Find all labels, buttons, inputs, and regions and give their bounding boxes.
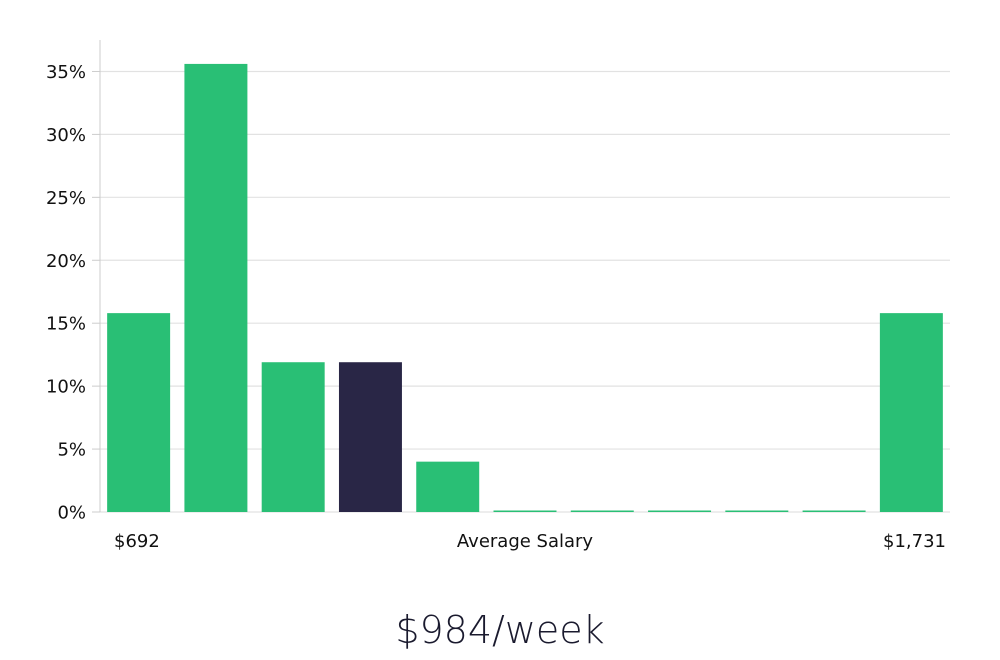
y-tick-label: 20% — [46, 251, 86, 272]
bars — [107, 63, 943, 512]
x-axis-min-label: $692 — [114, 531, 160, 552]
y-tick-label: 10% — [46, 377, 86, 398]
bar — [725, 510, 789, 512]
x-axis-max-label: $1,731 — [883, 531, 946, 552]
labels: $692 Average Salary $1,731 — [114, 531, 946, 552]
y-tick-label: 25% — [46, 188, 86, 209]
bar-highlighted — [338, 362, 402, 512]
y-tick-label: 15% — [46, 314, 86, 335]
y-tick-label: 30% — [46, 125, 86, 146]
average-salary-value: $984/week — [395, 608, 605, 652]
bar — [879, 313, 943, 512]
bar — [107, 313, 171, 512]
y-tick-label: 35% — [46, 62, 86, 83]
bar — [648, 510, 712, 512]
x-axis-center-label: Average Salary — [457, 531, 594, 552]
bar — [184, 63, 248, 512]
bar — [416, 461, 480, 512]
bar — [802, 510, 866, 512]
bar — [570, 510, 634, 512]
axes: 0% 5% 10% 15% 20% 25% 30% 35% — [46, 40, 101, 524]
bar — [493, 510, 557, 512]
salary-distribution-chart: 0% 5% 10% 15% 20% 25% 30% 35% $692 Average Sala… — [46, 40, 950, 552]
y-tick-label: 0% — [57, 503, 86, 524]
y-tick-label: 5% — [57, 440, 86, 461]
bar — [261, 362, 325, 512]
